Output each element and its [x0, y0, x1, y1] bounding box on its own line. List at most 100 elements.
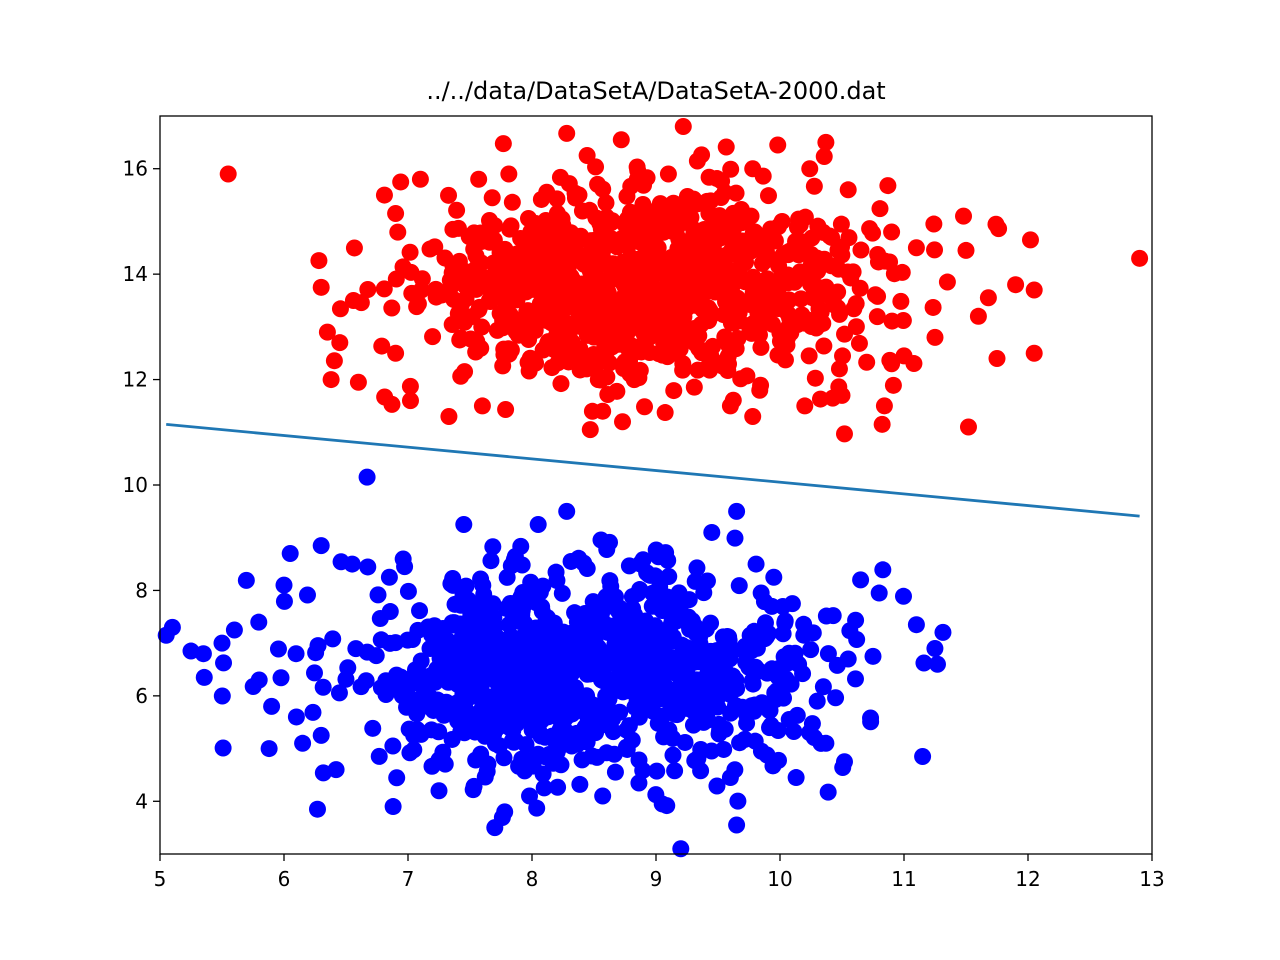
data-point: [839, 650, 857, 668]
data-point: [620, 717, 638, 735]
data-point: [308, 800, 326, 818]
data-point: [384, 737, 402, 755]
data-point: [375, 280, 393, 298]
data-point: [841, 622, 859, 640]
data-point: [827, 689, 845, 707]
data-point: [875, 397, 893, 415]
data-point: [926, 640, 944, 657]
data-point: [608, 382, 626, 400]
data-point: [281, 545, 299, 563]
x-tick-label: 5: [154, 867, 167, 891]
data-point: [575, 294, 593, 312]
y-tick-label: 6: [135, 684, 148, 708]
data-point: [585, 360, 603, 378]
data-point: [788, 706, 806, 724]
data-point: [742, 207, 760, 225]
data-point: [494, 711, 512, 729]
data-point: [564, 271, 582, 289]
data-point: [337, 670, 355, 688]
data-point: [600, 234, 618, 252]
data-point: [775, 648, 793, 666]
data-point: [214, 739, 232, 757]
data-point: [494, 357, 512, 375]
data-point: [370, 747, 388, 765]
data-point: [1131, 249, 1149, 267]
data-point: [401, 243, 419, 261]
data-point: [894, 311, 912, 329]
data-point: [805, 177, 823, 195]
data-point: [524, 664, 542, 682]
data-point: [760, 625, 778, 643]
data-point: [460, 621, 478, 639]
data-point: [506, 672, 524, 690]
data-point: [666, 762, 684, 780]
x-tick-label: 13: [1139, 867, 1164, 891]
data-point: [764, 231, 782, 249]
data-point: [619, 210, 637, 228]
data-point: [691, 628, 709, 646]
data-point: [474, 717, 492, 735]
data-point: [498, 308, 516, 326]
data-point: [836, 325, 854, 343]
data-point: [275, 592, 293, 610]
x-tick-label: 7: [402, 867, 415, 891]
data-point: [686, 240, 704, 258]
data-point: [765, 568, 783, 586]
data-point: [421, 240, 439, 258]
data-point: [473, 397, 491, 415]
data-point: [623, 731, 641, 749]
data-point: [581, 421, 599, 439]
data-point: [776, 612, 794, 630]
data-point: [746, 696, 764, 714]
data-point: [576, 279, 594, 297]
data-point: [591, 652, 609, 670]
data-point: [425, 617, 443, 635]
data-point: [979, 289, 997, 307]
data-point: [615, 360, 633, 378]
data-point: [387, 205, 405, 223]
data-point: [722, 314, 740, 332]
data-point: [907, 616, 925, 634]
data-point: [598, 540, 616, 558]
data-point: [866, 286, 884, 304]
data-point: [488, 664, 506, 682]
data-point: [688, 152, 706, 170]
data-point: [399, 582, 417, 600]
data-point: [424, 328, 442, 346]
data-point: [793, 306, 811, 324]
data-point: [722, 704, 740, 722]
data-point: [822, 257, 840, 275]
data-point: [711, 721, 729, 739]
data-point: [423, 757, 441, 775]
data-point: [413, 270, 431, 288]
data-point: [814, 678, 832, 696]
data-point: [587, 158, 605, 176]
data-point: [344, 292, 362, 309]
y-axis: 4 6 8 10 12 14 16: [123, 157, 160, 813]
data-point: [795, 615, 813, 633]
data-point: [660, 568, 678, 586]
data-point: [631, 555, 649, 573]
data-point: [383, 299, 401, 317]
data-point: [587, 313, 605, 331]
data-point: [769, 300, 787, 318]
data-point: [480, 612, 498, 630]
data-point: [533, 676, 551, 694]
data-point: [287, 708, 305, 726]
data-point: [737, 271, 755, 289]
data-point: [312, 726, 330, 744]
data-point: [664, 628, 682, 646]
data-point: [194, 645, 212, 663]
data-point: [672, 840, 690, 858]
data-point: [893, 263, 911, 281]
data-point: [729, 792, 747, 810]
data-point: [689, 749, 707, 767]
data-point: [800, 347, 818, 365]
data-point: [497, 251, 515, 269]
data-point: [770, 257, 788, 275]
data-point: [219, 165, 237, 183]
data-point: [744, 160, 762, 178]
data-point: [449, 712, 467, 730]
data-point: [375, 186, 393, 204]
